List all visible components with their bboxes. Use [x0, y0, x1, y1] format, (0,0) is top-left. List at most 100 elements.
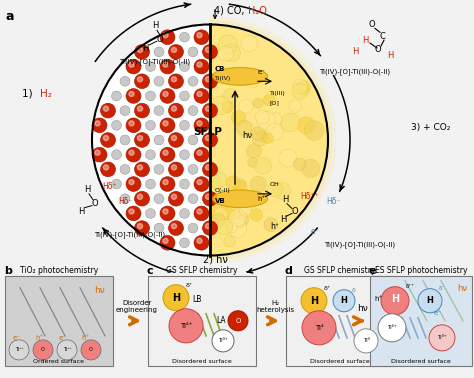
Circle shape	[92, 118, 107, 133]
Text: 2) hν: 2) hν	[202, 254, 228, 264]
Circle shape	[267, 182, 283, 197]
Circle shape	[126, 206, 141, 221]
Circle shape	[241, 204, 252, 215]
Wedge shape	[210, 20, 332, 259]
Circle shape	[169, 309, 203, 343]
Circle shape	[154, 194, 164, 204]
Circle shape	[168, 162, 183, 177]
Circle shape	[137, 223, 143, 229]
Circle shape	[194, 235, 209, 250]
Circle shape	[194, 206, 209, 221]
Circle shape	[137, 106, 143, 111]
Circle shape	[228, 311, 248, 331]
Circle shape	[188, 76, 198, 86]
Circle shape	[100, 162, 116, 177]
Text: e⁻: e⁻	[310, 226, 319, 235]
Circle shape	[333, 290, 355, 312]
Circle shape	[100, 103, 116, 118]
Circle shape	[95, 121, 100, 126]
Circle shape	[168, 191, 183, 206]
Circle shape	[188, 106, 198, 116]
Circle shape	[304, 121, 324, 140]
Circle shape	[154, 106, 164, 116]
Circle shape	[126, 88, 141, 103]
Circle shape	[135, 74, 149, 88]
Circle shape	[146, 179, 155, 189]
Circle shape	[253, 98, 263, 108]
Circle shape	[163, 91, 168, 96]
Circle shape	[197, 62, 202, 67]
Text: Ordered surface: Ordered surface	[34, 359, 84, 364]
Circle shape	[160, 30, 175, 45]
Text: δ⁻: δ⁻	[439, 286, 445, 291]
Text: H: H	[280, 215, 286, 224]
Circle shape	[197, 33, 202, 38]
Text: LA: LA	[216, 316, 226, 325]
Circle shape	[154, 135, 164, 145]
Circle shape	[211, 178, 222, 189]
Circle shape	[264, 218, 278, 232]
Text: Ti(IV)-[O]-Ti(III)-O(-II): Ti(IV)-[O]-Ti(III)-O(-II)	[94, 232, 165, 239]
Text: h⁺: h⁺	[375, 296, 383, 302]
Text: CB: CB	[215, 65, 225, 71]
Circle shape	[226, 222, 237, 233]
Circle shape	[266, 123, 283, 140]
Circle shape	[301, 159, 320, 177]
Wedge shape	[210, 25, 328, 256]
Circle shape	[168, 133, 183, 147]
Circle shape	[120, 106, 130, 116]
Ellipse shape	[212, 190, 267, 208]
Circle shape	[180, 238, 190, 248]
Circle shape	[239, 99, 253, 113]
Circle shape	[163, 180, 168, 185]
Circle shape	[188, 194, 198, 204]
Circle shape	[154, 76, 164, 86]
Circle shape	[273, 183, 291, 199]
Circle shape	[197, 209, 202, 214]
Circle shape	[232, 211, 249, 228]
Text: C: C	[379, 32, 385, 41]
Circle shape	[281, 113, 300, 132]
Circle shape	[224, 236, 235, 247]
Circle shape	[180, 62, 190, 71]
Circle shape	[120, 194, 130, 204]
Circle shape	[205, 223, 210, 229]
Text: H: H	[282, 195, 288, 204]
Circle shape	[205, 194, 210, 199]
Text: H₂
heterolysis: H₂ heterolysis	[256, 300, 294, 313]
Circle shape	[168, 221, 183, 235]
Circle shape	[180, 32, 190, 42]
Text: O(-II): O(-II)	[215, 188, 231, 194]
Text: H: H	[391, 294, 399, 304]
Circle shape	[247, 157, 258, 167]
Circle shape	[222, 44, 240, 62]
Text: [O]: [O]	[270, 100, 280, 105]
Circle shape	[103, 106, 109, 111]
Wedge shape	[92, 25, 210, 256]
Circle shape	[212, 330, 234, 352]
Circle shape	[163, 33, 168, 38]
Circle shape	[202, 221, 218, 235]
Circle shape	[267, 113, 282, 127]
Circle shape	[160, 88, 175, 103]
Circle shape	[231, 111, 246, 125]
Text: H: H	[310, 296, 318, 306]
Circle shape	[354, 329, 378, 353]
Text: H: H	[172, 293, 180, 303]
Text: H: H	[152, 21, 158, 30]
Text: Disorder
engineering: Disorder engineering	[116, 300, 158, 313]
Circle shape	[235, 179, 246, 190]
Circle shape	[172, 47, 177, 53]
Text: δ: δ	[352, 288, 356, 293]
Text: 3) + CO₂: 3) + CO₂	[410, 123, 450, 132]
FancyBboxPatch shape	[370, 276, 472, 366]
Circle shape	[293, 158, 306, 170]
Circle shape	[163, 209, 168, 214]
Text: GS SFLP chemistry: GS SFLP chemistry	[166, 266, 238, 275]
Text: H: H	[427, 296, 433, 305]
Text: e⁻: e⁻	[258, 70, 266, 75]
Text: Ti³: Ti³	[363, 338, 369, 343]
Circle shape	[103, 165, 109, 170]
Text: e⁻: e⁻	[13, 335, 21, 341]
Circle shape	[135, 103, 149, 118]
